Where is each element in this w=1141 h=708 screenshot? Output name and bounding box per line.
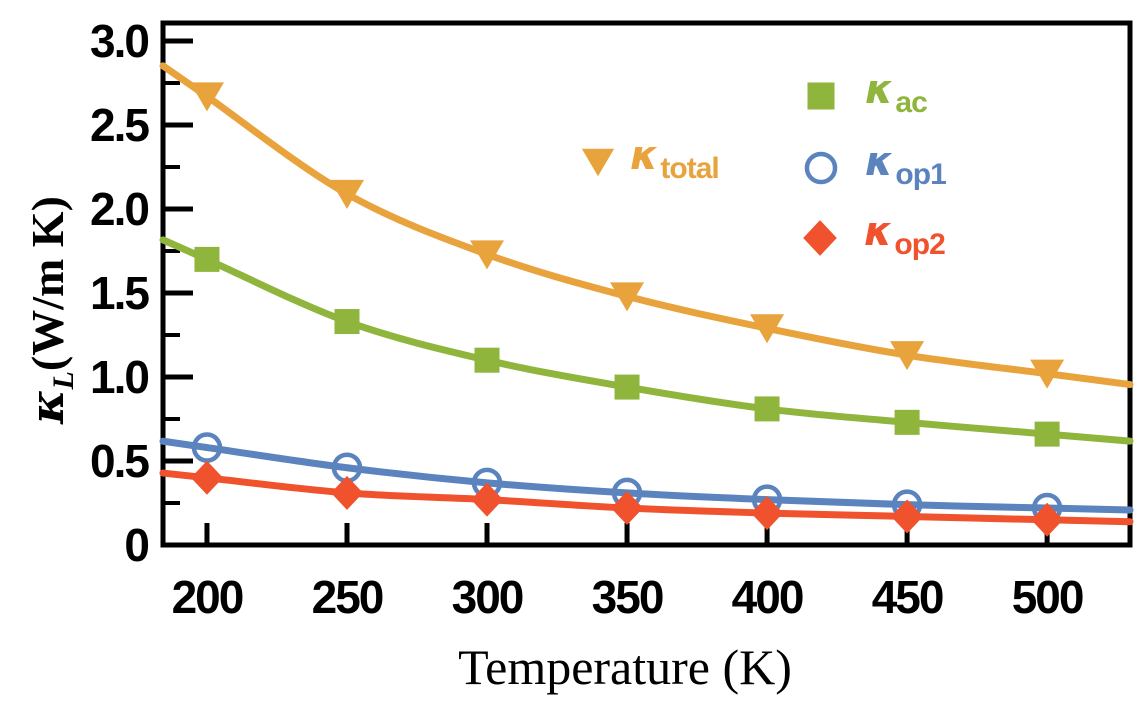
circle-icon	[804, 151, 838, 185]
legend-label-k-op1: κop1	[865, 138, 947, 195]
legend-item-k-op2: κop2	[798, 208, 946, 266]
legend-item-k-ac: κac	[799, 66, 928, 124]
diamond-icon	[803, 220, 837, 256]
y-tick-label-0.5: 0.5	[90, 434, 150, 487]
x-tick-label-450: 450	[871, 571, 945, 623]
y-tick-label-0: 0	[124, 519, 150, 571]
legend-kappa: κ	[864, 208, 893, 255]
square-icon	[807, 82, 835, 110]
legend-subscript: op2	[894, 227, 945, 261]
y-tick-label-1.0: 1.0	[90, 350, 150, 403]
x-tick-label-500: 500	[1011, 571, 1085, 623]
legend-kappa: κ	[865, 66, 894, 113]
series-curve-ac	[159, 236, 1134, 445]
series-markers-ac	[194, 246, 1060, 447]
plot-box	[160, 20, 1133, 548]
series-curve-op1	[159, 437, 1134, 514]
legend-label-k-total: κtotal	[630, 132, 720, 189]
legend-item-k-op1: κop1	[799, 138, 947, 196]
legend-subscript: total	[660, 151, 719, 185]
legend-subscript: ac	[895, 85, 927, 119]
x-tick-label-300: 300	[451, 571, 525, 623]
triangle-down-icon	[581, 148, 615, 177]
series-curve-total	[159, 62, 1134, 389]
x-axis-title: Temperature (K)	[458, 639, 792, 695]
x-tick-label-200: 200	[171, 571, 245, 623]
y-axis-ticks	[163, 38, 193, 548]
x-tick-label-350: 350	[591, 571, 665, 623]
y-tick-label-3.0: 3.0	[90, 14, 150, 67]
legend-label-k-op2: κop2	[864, 208, 946, 265]
y-tick-label-2.5: 2.5	[90, 98, 150, 151]
legend-item-k-total: κtotal	[576, 132, 720, 190]
legend-label-k-ac: κac	[865, 66, 928, 123]
x-tick-label-250: 250	[311, 571, 385, 623]
y-tick-label-1.5: 1.5	[90, 266, 150, 319]
legend-kappa: κ	[630, 132, 659, 179]
legend-subscript: op1	[895, 157, 946, 191]
series-markers-total	[189, 82, 1065, 389]
x-tick-label-400: 400	[731, 571, 805, 623]
y-tick-label-2.0: 2.0	[90, 182, 150, 235]
series-markers-op2	[190, 460, 1064, 537]
legend-kappa: κ	[865, 138, 894, 185]
x-axis-ticks	[204, 523, 1050, 545]
